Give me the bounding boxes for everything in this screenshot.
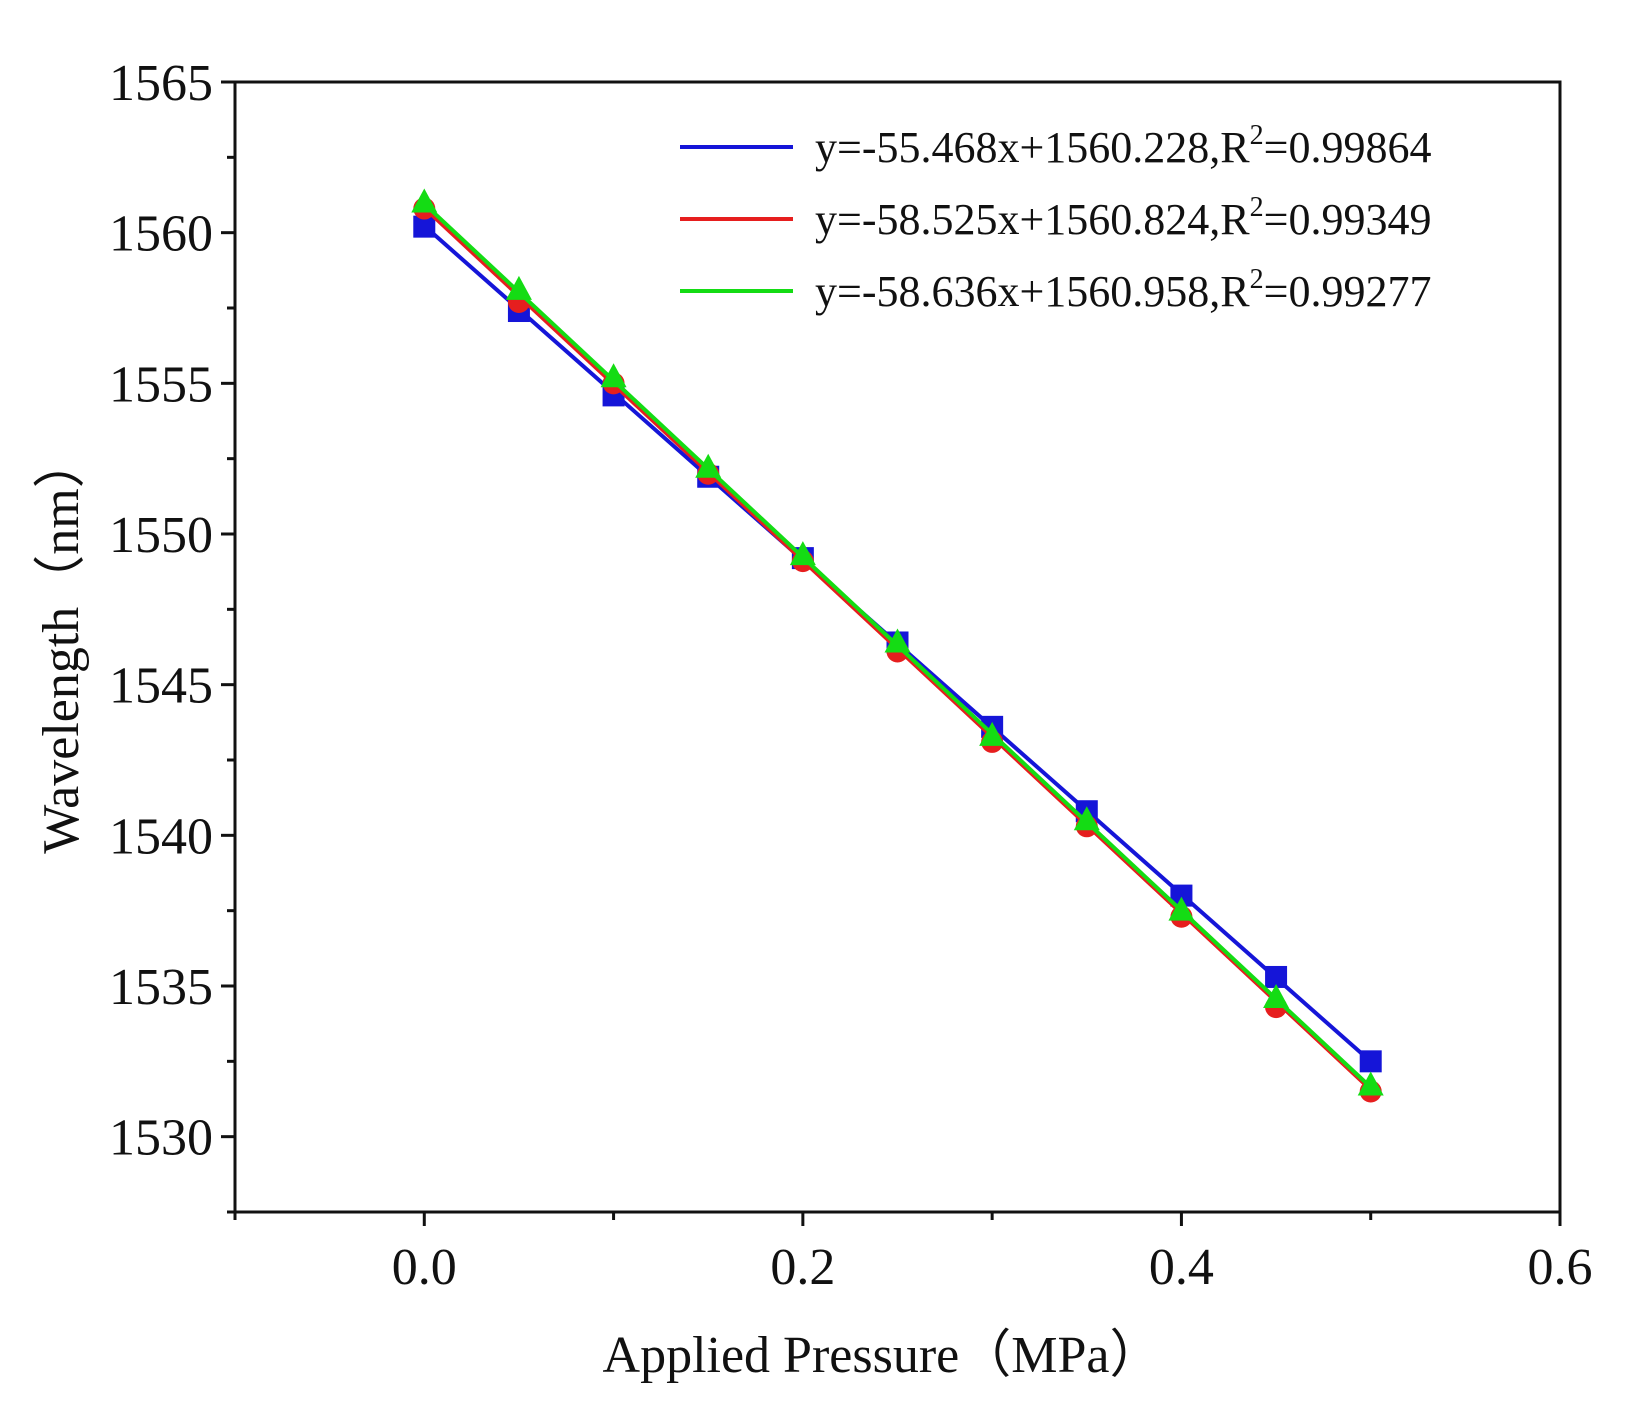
data-point-triangle bbox=[1357, 1071, 1384, 1096]
plot-area bbox=[411, 188, 1384, 1103]
y-tick-label: 1545 bbox=[109, 658, 213, 715]
x-tick-label: 0.2 bbox=[770, 1239, 835, 1296]
legend-label: y=-58.525x+1560.824,R2=0.99349 bbox=[815, 192, 1431, 244]
data-point-triangle bbox=[1168, 896, 1195, 921]
x-tick-label: 0.4 bbox=[1149, 1239, 1214, 1296]
y-tick-label: 1555 bbox=[109, 356, 213, 413]
x-axis-title: Applied Pressure（MPa） bbox=[603, 1327, 1162, 1384]
data-point-triangle bbox=[695, 453, 722, 478]
series-3 bbox=[411, 188, 1384, 1096]
y-tick-label: 1535 bbox=[109, 959, 213, 1016]
data-point-triangle bbox=[505, 275, 532, 300]
data-point-triangle bbox=[884, 628, 911, 653]
legend-label: y=-58.636x+1560.958,R2=0.99277 bbox=[815, 264, 1431, 316]
y-tick-label: 1530 bbox=[109, 1110, 213, 1167]
legend-label: y=-55.468x+1560.228,R2=0.99864 bbox=[815, 120, 1431, 172]
y-tick-label: 1560 bbox=[109, 206, 213, 263]
x-tick-label: 0.0 bbox=[392, 1239, 457, 1296]
y-tick-label: 1540 bbox=[109, 808, 213, 865]
data-point-triangle bbox=[600, 363, 627, 388]
y-tick-label: 1565 bbox=[109, 55, 213, 112]
data-point-triangle bbox=[789, 541, 816, 566]
data-point-triangle bbox=[1073, 806, 1100, 831]
legend: y=-55.468x+1560.228,R2=0.99864 y=-58.525x… bbox=[680, 120, 1431, 316]
y-axis-title: Wavelength（nm） bbox=[33, 436, 90, 854]
data-point-triangle bbox=[1263, 984, 1290, 1009]
data-point-triangle bbox=[411, 188, 438, 213]
plot-frame bbox=[233, 80, 1562, 1214]
x-tick-label: 0.6 bbox=[1528, 1239, 1593, 1296]
data-point-square bbox=[1170, 884, 1193, 907]
y-tick-label: 1550 bbox=[109, 507, 213, 564]
data-point-square bbox=[1359, 1050, 1382, 1073]
data-point-square bbox=[1265, 965, 1288, 988]
data-point-triangle bbox=[979, 721, 1006, 746]
axes: 0.0 0.2 0.4 0.6 1530 1535 1540 1545 1550 1555 1560… bbox=[109, 55, 1593, 1296]
data-point-square bbox=[413, 215, 436, 238]
